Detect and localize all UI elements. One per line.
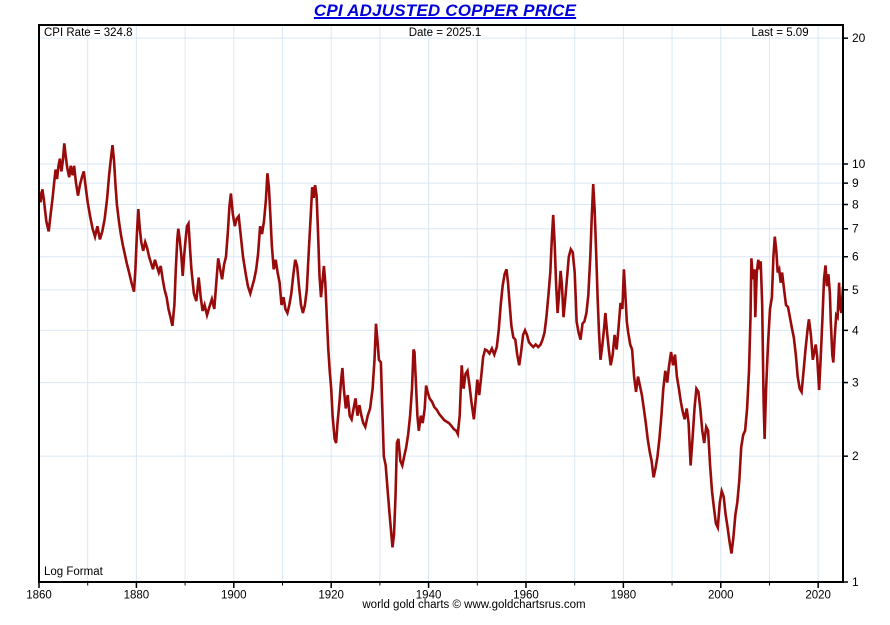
- gridlines: [39, 25, 843, 582]
- y-tick-label: 5: [852, 283, 859, 297]
- plot-frame: [38, 24, 844, 583]
- x-tick-label: 1980: [611, 590, 637, 602]
- x-tick-label: 1880: [124, 590, 150, 602]
- x-tick-label: 1920: [318, 590, 344, 602]
- y-tick-label: 20: [852, 31, 866, 45]
- cpi-rate-annotation: CPI Rate = 324.8: [44, 27, 133, 39]
- x-tick-label: 1940: [416, 590, 442, 602]
- y-tick-label: 7: [852, 222, 859, 236]
- y-tick-label: 2: [852, 449, 859, 463]
- y-tick-label: 10: [852, 157, 866, 171]
- x-tick-label: 2020: [805, 590, 831, 602]
- x-tick-label: 1960: [513, 590, 539, 602]
- x-tick-label: 1900: [221, 590, 247, 602]
- y-tick-label: 4: [852, 323, 859, 337]
- x-axis: 1860 1880 1900 1920 1940 1960 1980 2000 2020: [26, 582, 831, 602]
- x-tick-label: 2000: [708, 590, 734, 602]
- last-value-annotation: Last = 5.09: [751, 27, 809, 39]
- y-tick-label: 1: [852, 575, 859, 589]
- y-tick-label: 3: [852, 376, 859, 390]
- date-annotation: Date = 2025.1: [408, 27, 482, 39]
- source-caption: world gold charts © www.goldchartsrus.co…: [362, 599, 586, 611]
- x-tick-label: 1860: [26, 590, 52, 602]
- y-axis: 1 2 3 4 5 6 7 8 9 10 20: [843, 31, 866, 589]
- y-tick-label: 6: [852, 250, 859, 264]
- copper-price-line: [39, 143, 843, 554]
- log-format-label: Log Format: [44, 566, 103, 578]
- y-tick-label: 8: [852, 198, 859, 212]
- y-tick-label: 9: [852, 176, 859, 190]
- page-title: CPI ADJUSTED COPPER PRICE: [313, 1, 577, 20]
